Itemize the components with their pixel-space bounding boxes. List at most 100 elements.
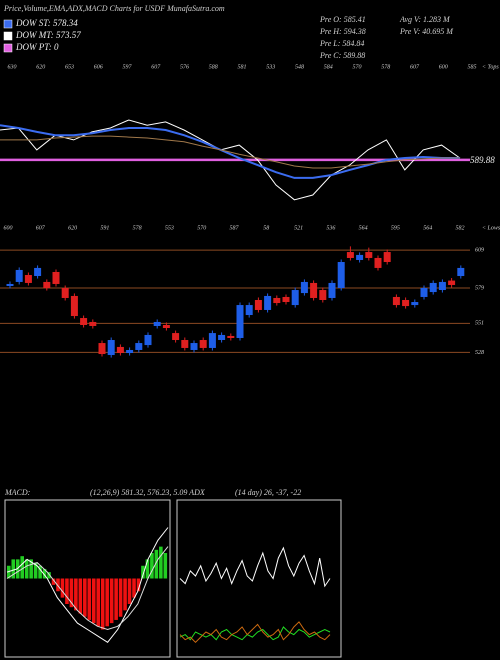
histogram-bar bbox=[38, 565, 42, 579]
info-text: Pre L: 584.84 bbox=[319, 39, 364, 48]
histogram-bar bbox=[47, 572, 51, 579]
histogram-bar bbox=[141, 565, 145, 579]
info-text: Pre H: 594.38 bbox=[319, 27, 366, 36]
candle-body bbox=[218, 334, 226, 341]
candle-body bbox=[34, 267, 42, 277]
candle-body bbox=[282, 296, 290, 303]
low-label: 564 bbox=[359, 224, 368, 231]
adx-line bbox=[179, 626, 331, 641]
candle-body bbox=[310, 282, 318, 298]
histogram-bar bbox=[29, 559, 33, 579]
candle-body bbox=[337, 262, 345, 289]
candle-body bbox=[107, 340, 115, 356]
series-line bbox=[0, 135, 460, 169]
histogram-bar bbox=[83, 578, 87, 617]
y-tick-label: 528 bbox=[475, 350, 484, 356]
candle-body bbox=[365, 252, 373, 258]
top-label: 588 bbox=[209, 64, 218, 70]
candle-body bbox=[24, 275, 32, 283]
low-label: 553 bbox=[165, 225, 174, 231]
low-label: 607 bbox=[36, 225, 46, 231]
macd-label: MACD: bbox=[4, 488, 31, 497]
histogram-bar bbox=[145, 559, 150, 579]
histogram-bar bbox=[136, 578, 141, 592]
lows-marker: < Lows bbox=[482, 225, 500, 231]
low-label: 587 bbox=[230, 225, 240, 231]
info-text: Pre C: 589.88 bbox=[319, 51, 365, 60]
candle-body bbox=[116, 346, 124, 354]
candle-body bbox=[420, 288, 428, 297]
top-label: 600 bbox=[439, 64, 448, 70]
low-label: 564 bbox=[423, 224, 432, 231]
y-tick-label: 579 bbox=[475, 285, 484, 291]
candle-body bbox=[236, 305, 244, 338]
candle-body bbox=[300, 281, 308, 294]
top-label: 576 bbox=[180, 64, 189, 70]
candle-body bbox=[153, 321, 161, 326]
low-label: 536 bbox=[326, 225, 335, 231]
candle-body bbox=[162, 324, 170, 329]
info-text: Avg V: 1.283 M bbox=[399, 15, 451, 24]
low-label: 595 bbox=[391, 225, 400, 231]
candle-body bbox=[319, 290, 327, 300]
candle-body bbox=[448, 280, 456, 285]
low-label: 570 bbox=[197, 225, 206, 231]
last-value-label: 589.88 bbox=[470, 155, 495, 165]
top-label: 578 bbox=[381, 64, 390, 70]
top-label: 606 bbox=[94, 64, 103, 70]
top-label: 653 bbox=[65, 64, 74, 70]
candle-body bbox=[374, 257, 382, 268]
candle-body bbox=[457, 267, 465, 277]
legend-swatch bbox=[3, 31, 13, 41]
histogram-bar bbox=[163, 553, 168, 579]
histogram-bar bbox=[51, 578, 56, 585]
legend-label: DOW ST: 578.34 bbox=[15, 18, 78, 28]
candle-body bbox=[126, 349, 134, 354]
histogram-bar bbox=[42, 568, 47, 579]
macd-line bbox=[6, 546, 169, 631]
candle-body bbox=[411, 302, 419, 306]
legend-label: DOW MT: 573.57 bbox=[15, 30, 81, 40]
candle-body bbox=[98, 343, 106, 355]
low-label: 582 bbox=[456, 225, 465, 231]
candle-body bbox=[438, 281, 446, 291]
low-label: 521 bbox=[294, 225, 303, 231]
macd-params: (12,26,9) 581.32, 576.23, 5.09 ADX bbox=[90, 488, 206, 497]
low-label: 620 bbox=[68, 225, 77, 231]
info-text: Pre O: 585.41 bbox=[319, 15, 366, 24]
histogram-bar bbox=[74, 578, 78, 611]
top-label: 630 bbox=[8, 64, 17, 70]
histogram-bar bbox=[159, 546, 163, 579]
adx-params: (14 day) 26, -37, -22 bbox=[235, 488, 301, 497]
candle-body bbox=[328, 282, 336, 298]
candle-body bbox=[402, 300, 410, 307]
candle-body bbox=[429, 282, 437, 293]
histogram-bar bbox=[78, 578, 83, 614]
legend-swatch bbox=[3, 19, 13, 29]
top-label: 581 bbox=[238, 64, 247, 70]
histogram-bar bbox=[127, 578, 132, 604]
histogram-bar bbox=[100, 578, 105, 630]
candle-body bbox=[144, 334, 152, 346]
candle-body bbox=[181, 340, 189, 348]
top-label: 585 bbox=[468, 64, 477, 70]
candle-body bbox=[89, 321, 97, 326]
top-label: 533 bbox=[266, 64, 275, 70]
candle-body bbox=[43, 281, 51, 289]
histogram-bar bbox=[33, 562, 38, 579]
candle-body bbox=[70, 295, 78, 317]
candle-body bbox=[273, 297, 281, 304]
top-label: 548 bbox=[295, 63, 304, 70]
low-label: 58 bbox=[263, 225, 269, 231]
histogram-bar bbox=[87, 578, 92, 620]
top-label: 597 bbox=[123, 64, 133, 70]
histogram-bar bbox=[118, 578, 123, 617]
candle-body bbox=[208, 333, 216, 348]
chart-title: Price,Volume,EMA,ADX,MACD Charts for USD… bbox=[3, 4, 225, 13]
legend-swatch bbox=[3, 43, 13, 53]
candle-body bbox=[199, 340, 207, 348]
candle-body bbox=[52, 271, 60, 284]
